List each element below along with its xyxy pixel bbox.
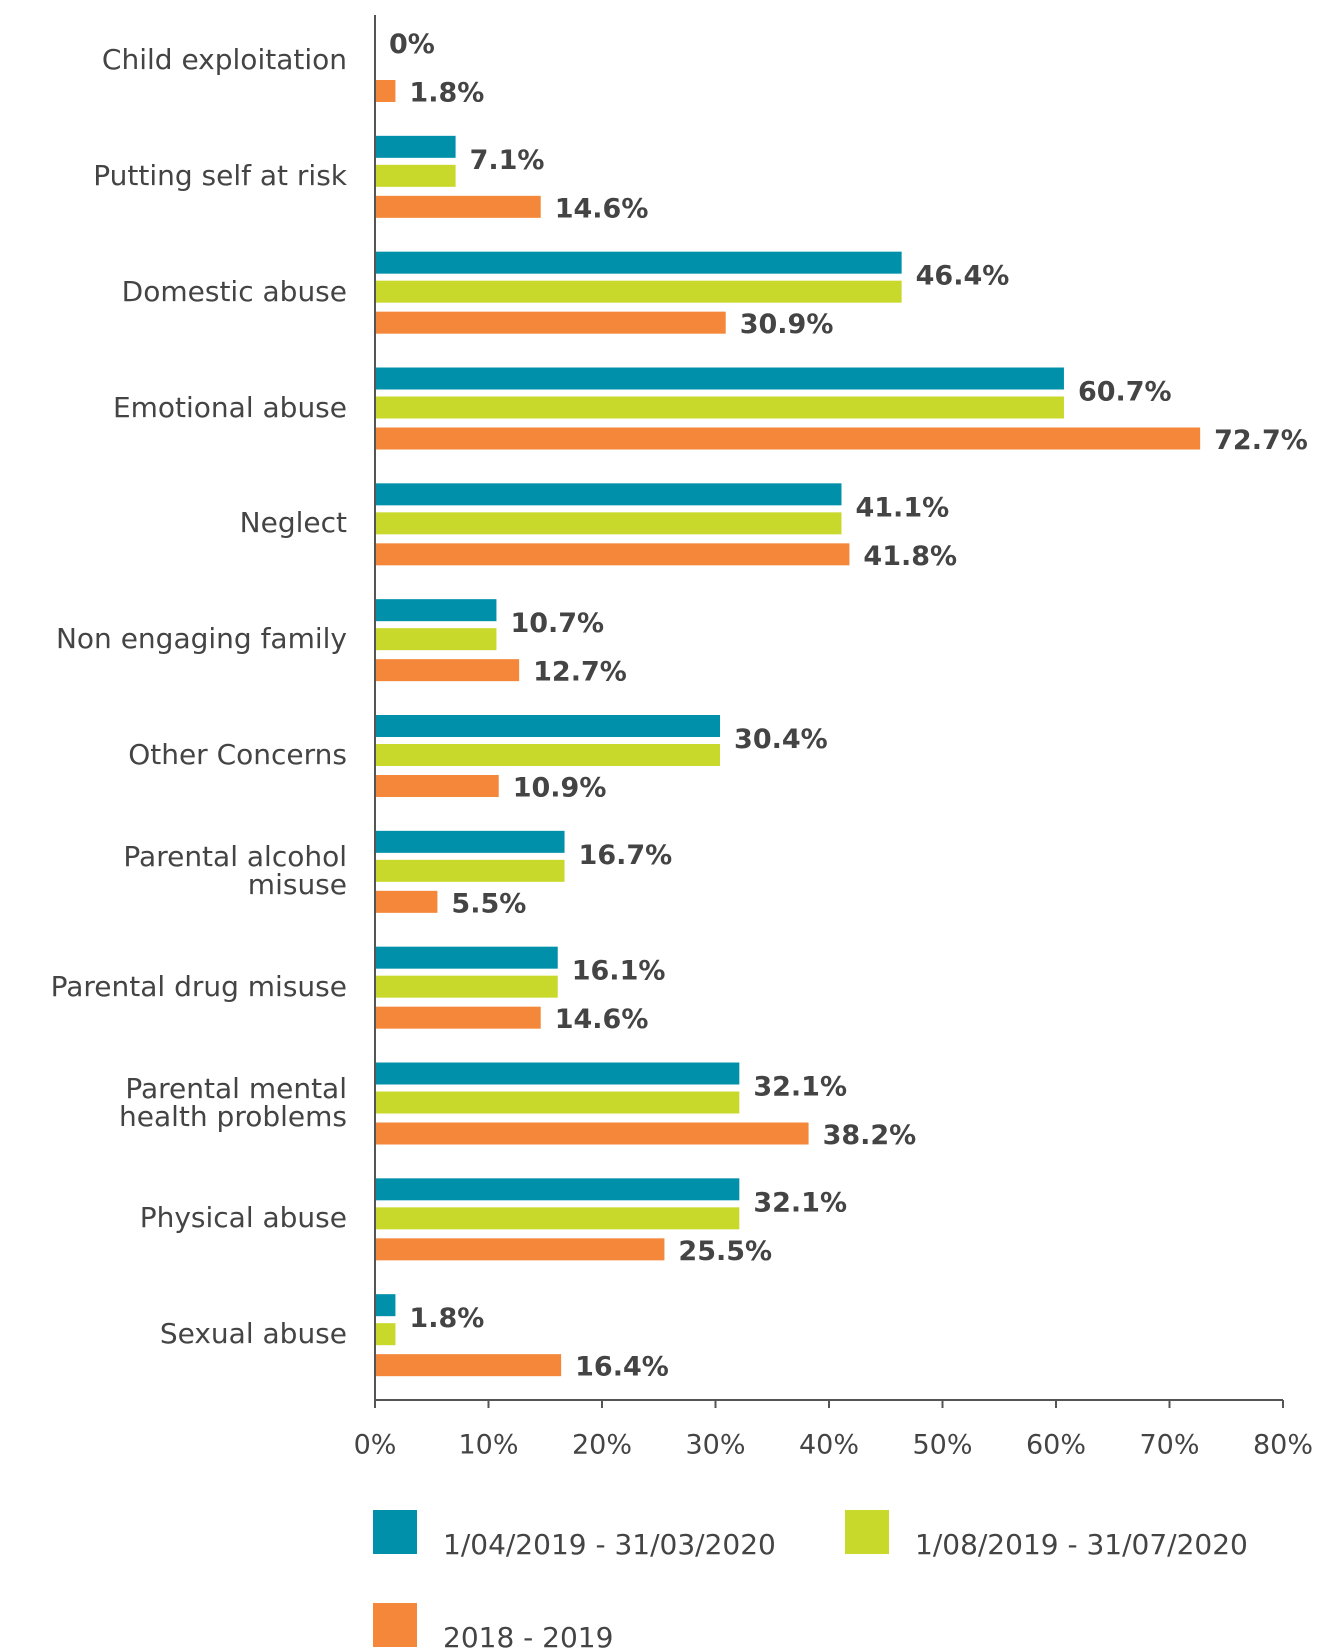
bar (375, 396, 1064, 419)
category-label: Physical abuse (139, 1201, 347, 1235)
x-tick-label: 80% (1253, 1430, 1313, 1461)
value-label: 72.7% (1214, 425, 1308, 456)
category-label: Neglect (239, 506, 347, 540)
bar (375, 1006, 541, 1029)
bar (375, 512, 842, 535)
bar (375, 1091, 740, 1114)
value-label: 10.9% (513, 773, 607, 804)
bar (375, 1122, 809, 1145)
value-label: 1.8% (409, 78, 484, 109)
x-tick-label: 50% (912, 1430, 972, 1461)
legend-swatch (845, 1510, 889, 1554)
bar (375, 744, 721, 766)
bar (375, 659, 520, 682)
bar (375, 1294, 396, 1317)
bar (375, 195, 541, 218)
value-label: 7.1% (470, 145, 545, 176)
value-label: 25.5% (678, 1236, 772, 1267)
value-label: 16.1% (572, 956, 666, 987)
bar (375, 80, 396, 102)
x-tick-label: 20% (572, 1430, 632, 1461)
value-label: 1.8% (409, 1303, 484, 1334)
bar (375, 715, 721, 737)
bar (375, 1207, 740, 1230)
bar (375, 367, 1064, 390)
bar (375, 859, 565, 882)
value-label: 30.4% (734, 724, 828, 755)
category-label: Non engaging family (55, 622, 347, 656)
x-tick-label: 40% (799, 1430, 859, 1461)
category-label: Parental alcohol misuse (123, 839, 347, 901)
bar (375, 1178, 740, 1201)
category-label: Other Concerns (128, 738, 347, 771)
value-label: 38.2% (823, 1120, 917, 1151)
x-tick-label: 70% (1139, 1430, 1199, 1461)
value-label: 10.7% (510, 608, 604, 639)
value-label: 32.1% (753, 1072, 847, 1103)
bar (375, 135, 456, 158)
bar (375, 280, 902, 303)
legend-label: 2018 - 2019 (443, 1621, 613, 1648)
value-label: 12.7% (533, 657, 627, 688)
category-label: Parental drug misuse (50, 969, 347, 1003)
value-label: 41.8% (863, 541, 957, 572)
bar (375, 890, 438, 913)
bar (375, 1238, 665, 1261)
category-label: Putting self at risk (93, 158, 347, 192)
value-label: 14.6% (555, 193, 649, 224)
value-label: 32.1% (753, 1187, 847, 1218)
bar (375, 946, 558, 969)
category-label: Child exploitation (101, 43, 347, 76)
x-tick-label: 0% (354, 1430, 397, 1461)
legend-label: 1/04/2019 - 31/03/2020 (443, 1528, 776, 1561)
bar (375, 543, 850, 566)
bar (375, 599, 497, 622)
bar (375, 311, 726, 334)
value-label: 0% (389, 29, 435, 60)
value-label: 16.4% (575, 1352, 669, 1383)
bar (375, 427, 1201, 450)
category-label: Parental mental health problems (119, 1071, 347, 1133)
bar (375, 164, 456, 187)
x-tick-label: 10% (458, 1430, 518, 1461)
x-tick-label: 60% (1026, 1430, 1086, 1461)
value-label: 46.4% (916, 261, 1010, 292)
value-label: 60.7% (1078, 377, 1172, 408)
bar (375, 830, 565, 853)
legend-label: 1/08/2019 - 31/07/2020 (915, 1528, 1248, 1561)
value-label: 5.5% (451, 888, 526, 919)
bar (375, 1354, 562, 1377)
bar (375, 483, 842, 506)
value-label: 30.9% (740, 309, 834, 340)
category-label: Emotional abuse (112, 390, 347, 424)
bar (375, 1323, 396, 1346)
category-label: Sexual abuse (159, 1317, 347, 1351)
bar (375, 628, 497, 651)
bar (375, 775, 499, 797)
category-label: Domestic abuse (121, 274, 347, 308)
legend-swatch (373, 1510, 417, 1554)
value-label: 16.7% (579, 840, 673, 871)
value-label: 41.1% (855, 492, 949, 523)
bar (375, 975, 558, 998)
bar (375, 1062, 740, 1085)
bar (375, 251, 902, 274)
x-tick-label: 30% (685, 1430, 745, 1461)
value-label: 14.6% (555, 1004, 649, 1035)
legend-swatch (373, 1603, 417, 1647)
